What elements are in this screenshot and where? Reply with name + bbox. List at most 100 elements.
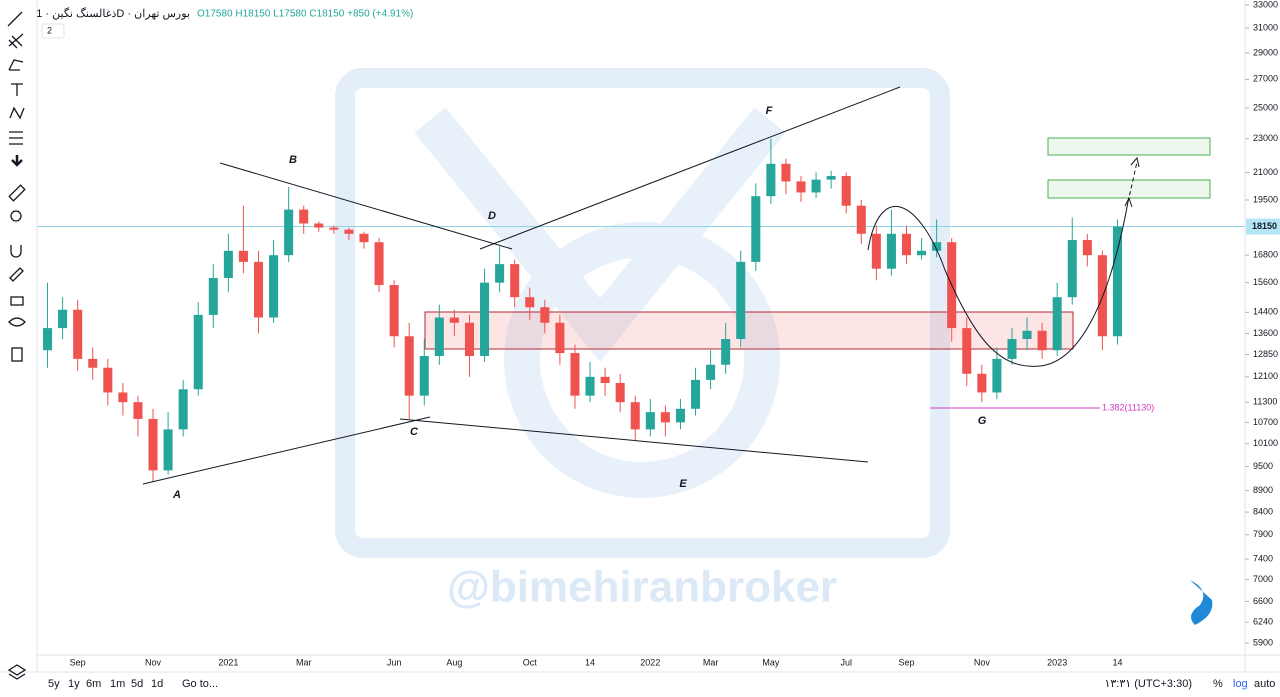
percent-toggle[interactable]: % (1213, 678, 1223, 690)
x-tick-label: Mar (703, 657, 719, 667)
time-zone: ۱۳:۳۱ (UTC+3:30) (1104, 678, 1192, 690)
x-tick-label: 2023 (1047, 657, 1067, 667)
y-tick-label: 11300 (1253, 397, 1277, 407)
candle-body (374, 242, 384, 286)
tool-trash[interactable] (11, 347, 23, 362)
tool-zoom[interactable] (10, 210, 22, 222)
candle-body (103, 367, 113, 393)
x-tick-label: Nov (974, 657, 991, 667)
candle-body (299, 209, 309, 224)
y-tick-label: 23000 (1253, 133, 1278, 143)
candle-body (1022, 330, 1032, 339)
y-tick-label: 9500 (1253, 461, 1273, 471)
tool-text[interactable] (11, 83, 23, 96)
indicator-count[interactable]: 2 (47, 25, 52, 35)
zone-box (424, 311, 1074, 350)
candle-body (58, 309, 68, 329)
candle-body (660, 412, 670, 423)
candle-body (419, 355, 429, 396)
candle-body (449, 317, 459, 323)
x-tick-label: 2022 (640, 657, 660, 667)
tool-lock[interactable] (10, 296, 24, 306)
tool-pattern[interactable] (9, 106, 25, 120)
candle-body (314, 223, 324, 228)
candle-body (208, 277, 218, 315)
range-button[interactable]: 5d (131, 678, 143, 690)
x-tick-label: Jul (840, 657, 852, 667)
watermark-logo (504, 222, 780, 498)
annotation: B (289, 154, 297, 166)
y-tick-label: 16800 (1253, 250, 1278, 260)
watermark-logo (414, 107, 786, 362)
candle-body (932, 242, 942, 251)
trend-line (219, 162, 513, 250)
candle-body (389, 285, 399, 337)
candle-body (434, 317, 444, 356)
candle-body (148, 418, 158, 471)
tool-magnet[interactable] (10, 245, 22, 258)
indicator-toggle[interactable] (41, 23, 65, 39)
y-tick-label: 5900 (1253, 637, 1273, 647)
annotation: A (172, 489, 181, 501)
candle-body (706, 364, 716, 380)
candle-body (691, 379, 701, 409)
annotation: G (978, 415, 987, 427)
tool-ruler[interactable] (8, 184, 26, 202)
tool-lock-draw[interactable] (9, 267, 24, 282)
x-tick-label: 2021 (218, 657, 238, 667)
goto-button[interactable]: Go to... (182, 678, 218, 690)
y-tick-label: 13600 (1253, 328, 1278, 338)
watermark-text: @bimehiranbroker (447, 563, 837, 612)
candle-body (645, 412, 655, 430)
auto-toggle[interactable]: auto (1254, 678, 1275, 690)
y-tick-label: 14400 (1253, 307, 1278, 317)
candle-body (464, 322, 474, 356)
y-tick-label: 27000 (1253, 74, 1278, 84)
y-tick-label: 15600 (1253, 277, 1278, 287)
y-tick-label: 6240 (1253, 617, 1273, 627)
range-button[interactable]: 1m (110, 678, 125, 690)
candle-body (510, 264, 520, 298)
candle-body (193, 314, 203, 390)
log-toggle[interactable]: log (1233, 678, 1248, 690)
candle-body (88, 358, 98, 368)
tool-brush[interactable] (8, 59, 24, 71)
y-tick-label: 33000 (1253, 0, 1278, 9)
range-button[interactable]: 6m (86, 678, 101, 690)
trend-line (399, 418, 869, 463)
tool-lines[interactable] (8, 33, 24, 49)
candle-body (992, 358, 1002, 393)
x-tick-label: Sep (898, 657, 914, 667)
candle-body (404, 336, 414, 396)
tool-layers[interactable] (7, 664, 27, 680)
candle-body (600, 376, 610, 383)
arrow-head (1130, 156, 1140, 168)
candle-body (359, 233, 369, 243)
y-tick-label: 7000 (1253, 574, 1273, 584)
y-tick-label: 10100 (1253, 438, 1278, 448)
tool-arrow[interactable] (11, 155, 23, 167)
range-button[interactable]: 5y (48, 678, 60, 690)
candle-body (284, 209, 294, 256)
range-button[interactable]: 1d (151, 678, 163, 690)
symbol-title[interactable]: ذغالسنگ نگین · 1D · بورس تهران (36, 7, 190, 20)
candle-body (585, 376, 595, 396)
y-tick-label: 19500 (1253, 194, 1278, 204)
y-tick-label: 12100 (1253, 371, 1278, 381)
range-button[interactable]: 1y (68, 678, 80, 690)
annotation: F (766, 105, 773, 117)
y-tick-label: 8900 (1253, 485, 1273, 495)
x-tick-label: Nov (145, 657, 162, 667)
candle-body (495, 264, 505, 283)
y-tick-label: 29000 (1253, 47, 1278, 57)
y-tick-label: 12850 (1253, 349, 1278, 359)
annotation: D (488, 210, 496, 222)
tool-eye[interactable] (8, 317, 26, 327)
tool-forecast[interactable] (9, 131, 23, 145)
candle-body (223, 250, 233, 278)
candle-body (886, 233, 896, 269)
tool-cursor[interactable] (7, 11, 23, 27)
last-price-tag (1246, 218, 1280, 235)
candle-body (253, 261, 264, 318)
